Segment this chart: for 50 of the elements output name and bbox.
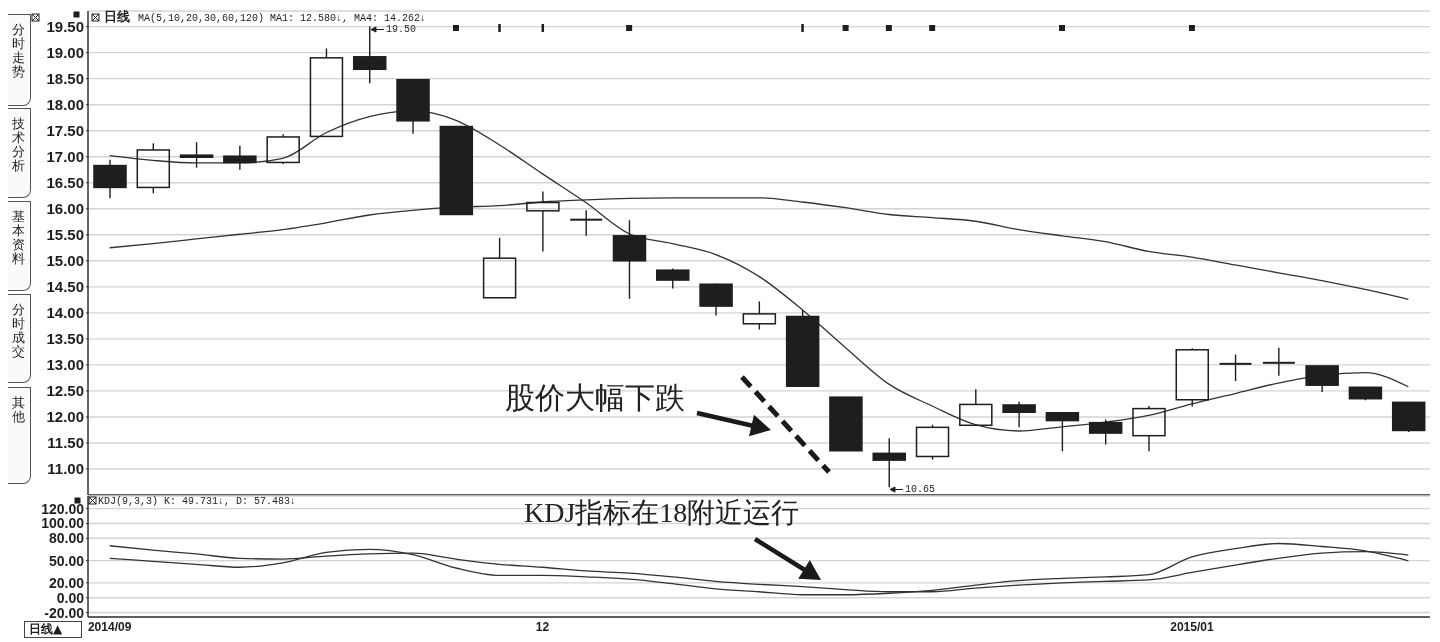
y-tick-label: 15.00 [46, 252, 84, 270]
y-tick-label: 18.00 [46, 96, 84, 113]
y-tick-label: 19.50 [46, 17, 84, 35]
tab: 分时成交 [8, 294, 31, 383]
y-tick-label: 20.00 [48, 574, 85, 591]
candlestick [526, 190, 560, 253]
candlestick [223, 145, 257, 171]
tab: 日线▲ [24, 621, 82, 638]
candlestick [266, 133, 300, 165]
tab: 其他 [8, 387, 31, 484]
tab: 基本资料 [8, 201, 31, 291]
annotation: 10.65 [905, 484, 936, 495]
y-tick-label: 0.00 [56, 589, 85, 606]
tab: 分时走势 [8, 14, 31, 106]
y-tick-label: 80.00 [48, 530, 85, 547]
y-tick-label: 19.00 [46, 43, 84, 61]
candlestick [1002, 401, 1036, 429]
candlestick [1132, 405, 1166, 452]
y-tick-label: 15.50 [46, 226, 84, 244]
chart-title: 日线 [104, 9, 130, 24]
chart-subtitle: MA(5,10,20,30,60,120) MA1: 12.580↓, MA4: 14.262↓ [138, 13, 427, 24]
y-tick-label: 12.00 [46, 408, 84, 426]
chart-title: KDJ(9,3,3) K: 49.731↓, D: 57.483↓ [98, 496, 297, 507]
y-tick-label: -20.00 [44, 604, 85, 621]
candlestick [1262, 347, 1295, 377]
y-tick-label: 14.50 [46, 278, 84, 296]
annotation: 股价大幅下跌 [505, 381, 685, 414]
y-tick-label: 16.50 [46, 174, 84, 192]
y-tick-label: 13.00 [46, 356, 84, 374]
x-tick-label: 2014/09 [87, 619, 132, 634]
y-tick-label: 11.00 [47, 460, 84, 478]
y-tick-label: 11.50 [47, 434, 84, 452]
annotation: 19.50 [386, 24, 417, 35]
x-tick-label: 2015/01 [1170, 619, 1214, 634]
y-tick-label: 50.00 [48, 552, 85, 569]
candlestick [93, 159, 127, 200]
y-tick-label: 18.50 [46, 69, 84, 87]
y-tick-label: 14.00 [46, 304, 84, 322]
y-tick-label: 17.00 [46, 148, 84, 166]
x-tick-label: 12 [535, 619, 550, 634]
y-tick-label: 120.00 [41, 500, 85, 517]
y-tick-label: 12.50 [46, 382, 84, 400]
y-tick-label: 16.00 [46, 200, 84, 218]
line-series [109, 110, 1410, 432]
tab: 技术分析 [8, 108, 31, 198]
annotation: KDJ指标在18附近运行 [524, 497, 800, 528]
candlestick [570, 209, 603, 237]
y-tick-label: 100.00 [41, 515, 85, 532]
y-tick-label: 13.50 [46, 330, 84, 348]
y-tick-label: 17.50 [46, 122, 84, 140]
